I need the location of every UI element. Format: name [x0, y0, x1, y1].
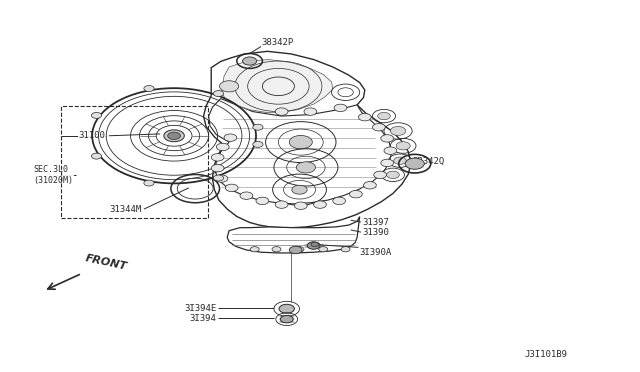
- Circle shape: [280, 315, 293, 323]
- Circle shape: [92, 153, 102, 159]
- Circle shape: [311, 242, 319, 247]
- Polygon shape: [204, 51, 411, 228]
- Circle shape: [358, 113, 371, 121]
- Circle shape: [144, 180, 154, 186]
- Circle shape: [92, 112, 102, 118]
- Circle shape: [250, 247, 259, 252]
- Text: J3I101B9: J3I101B9: [525, 350, 568, 359]
- Polygon shape: [209, 99, 392, 204]
- Text: 31100: 31100: [79, 131, 106, 140]
- Circle shape: [372, 124, 385, 131]
- Circle shape: [381, 159, 394, 167]
- Text: 38342P: 38342P: [261, 38, 293, 47]
- Bar: [61, 106, 208, 218]
- Circle shape: [253, 124, 263, 130]
- Circle shape: [295, 247, 304, 252]
- Circle shape: [240, 192, 253, 199]
- Circle shape: [390, 126, 406, 135]
- Text: 3I394E: 3I394E: [184, 304, 216, 312]
- Circle shape: [213, 91, 223, 97]
- Circle shape: [289, 246, 302, 254]
- Text: 31397: 31397: [362, 218, 389, 227]
- Circle shape: [396, 142, 410, 150]
- Circle shape: [296, 162, 316, 173]
- Circle shape: [405, 158, 424, 169]
- Circle shape: [349, 190, 362, 198]
- Circle shape: [275, 108, 288, 115]
- Circle shape: [253, 141, 263, 147]
- Polygon shape: [227, 217, 360, 253]
- Circle shape: [384, 147, 397, 154]
- Circle shape: [364, 182, 376, 189]
- Circle shape: [333, 197, 346, 205]
- Circle shape: [378, 112, 390, 120]
- Polygon shape: [221, 60, 333, 112]
- Circle shape: [211, 164, 224, 172]
- Circle shape: [292, 185, 307, 194]
- Circle shape: [307, 242, 320, 249]
- Circle shape: [243, 57, 257, 65]
- Text: FRONT: FRONT: [84, 253, 128, 272]
- Circle shape: [211, 154, 224, 161]
- Circle shape: [220, 81, 239, 92]
- Circle shape: [381, 135, 394, 142]
- Circle shape: [215, 175, 228, 182]
- Circle shape: [289, 135, 312, 149]
- Circle shape: [164, 130, 184, 142]
- Circle shape: [144, 86, 154, 92]
- Circle shape: [294, 202, 307, 209]
- Circle shape: [225, 184, 238, 192]
- Circle shape: [394, 157, 406, 164]
- Circle shape: [319, 247, 328, 252]
- Circle shape: [314, 201, 326, 208]
- Circle shape: [216, 143, 229, 151]
- Circle shape: [256, 197, 269, 205]
- Circle shape: [374, 171, 387, 179]
- Text: 3I394: 3I394: [189, 314, 216, 323]
- Text: 3I390A: 3I390A: [360, 248, 392, 257]
- Circle shape: [279, 304, 294, 313]
- Circle shape: [272, 247, 281, 252]
- Text: 31390: 31390: [362, 228, 389, 237]
- Circle shape: [275, 201, 288, 208]
- Text: SEC.3L0
(31020M): SEC.3L0 (31020M): [33, 165, 73, 185]
- Circle shape: [224, 134, 237, 141]
- Circle shape: [341, 247, 350, 252]
- Text: 3B342Q: 3B342Q: [412, 157, 444, 166]
- Circle shape: [304, 108, 317, 115]
- Circle shape: [168, 132, 180, 140]
- Text: 31344M: 31344M: [110, 205, 142, 214]
- Circle shape: [334, 104, 347, 112]
- Circle shape: [387, 171, 399, 179]
- Circle shape: [213, 175, 223, 181]
